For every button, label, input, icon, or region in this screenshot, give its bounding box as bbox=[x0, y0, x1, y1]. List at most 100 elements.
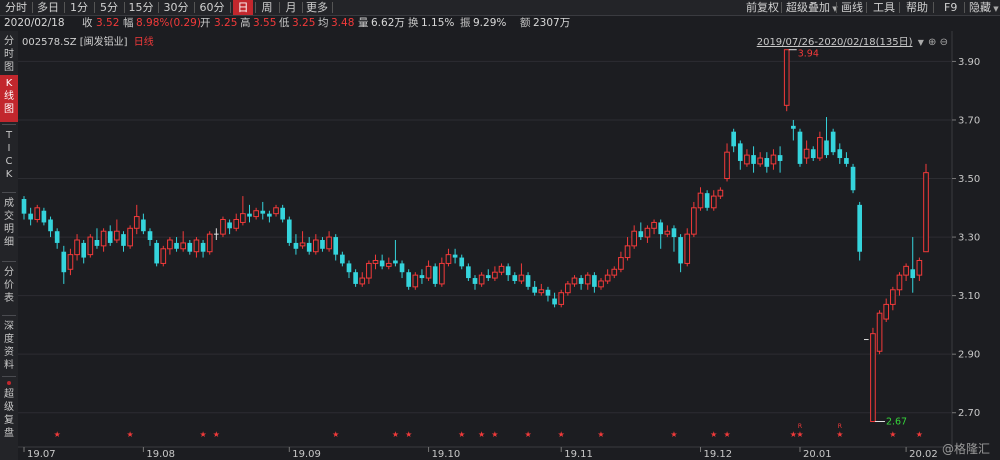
event-r-marker[interactable]: R bbox=[798, 423, 802, 430]
event-star-marker[interactable]: ★ bbox=[458, 430, 465, 439]
candle[interactable] bbox=[359, 272, 366, 287]
candle[interactable] bbox=[631, 225, 637, 249]
candle[interactable] bbox=[492, 266, 498, 281]
candle[interactable] bbox=[697, 187, 704, 211]
candle[interactable] bbox=[857, 201, 862, 261]
candle[interactable] bbox=[180, 231, 186, 252]
tab-duori[interactable]: 多日 bbox=[37, 1, 59, 14]
help-button[interactable]: 帮助 bbox=[906, 1, 928, 14]
candle[interactable] bbox=[671, 225, 677, 252]
candle[interactable] bbox=[903, 263, 909, 281]
candle[interactable] bbox=[107, 225, 113, 246]
candle[interactable] bbox=[220, 216, 226, 238]
candle[interactable] bbox=[240, 196, 246, 226]
candle[interactable] bbox=[757, 152, 764, 167]
event-star-marker[interactable]: ★ bbox=[670, 430, 677, 439]
candle[interactable] bbox=[803, 140, 810, 164]
candle[interactable] bbox=[412, 272, 419, 290]
candle[interactable] bbox=[478, 272, 485, 287]
candle[interactable] bbox=[876, 310, 883, 355]
candle[interactable] bbox=[253, 207, 259, 220]
event-star-marker[interactable]: ★ bbox=[889, 430, 896, 439]
event-star-marker[interactable]: ★ bbox=[199, 430, 206, 439]
candle[interactable] bbox=[751, 146, 756, 173]
candle[interactable] bbox=[896, 272, 903, 296]
date-range[interactable]: 2019/07/26-2020/02/18(135日) ▼ ⊕ ⊖ bbox=[757, 33, 948, 48]
candle[interactable] bbox=[910, 237, 916, 293]
candle[interactable] bbox=[200, 240, 206, 258]
candle[interactable] bbox=[127, 225, 133, 249]
candle[interactable] bbox=[21, 196, 27, 220]
sidebar-item-replay[interactable]: 超级复盘 bbox=[0, 388, 18, 440]
event-star-marker[interactable]: ★ bbox=[478, 430, 485, 439]
candle[interactable] bbox=[306, 237, 312, 255]
candle[interactable] bbox=[445, 248, 452, 267]
sidebar-item-depth[interactable]: 深度资料 bbox=[0, 320, 18, 372]
candle[interactable] bbox=[498, 263, 505, 276]
event-star-marker[interactable]: ★ bbox=[916, 430, 923, 439]
candle[interactable] bbox=[313, 234, 319, 255]
event-star-marker[interactable]: ★ bbox=[723, 430, 730, 439]
candle[interactable] bbox=[824, 117, 829, 159]
candle[interactable] bbox=[644, 225, 651, 243]
candle[interactable] bbox=[558, 289, 565, 308]
chevron-down-icon[interactable]: ▼ bbox=[917, 38, 924, 47]
tab-fenshi[interactable]: 分时 bbox=[5, 1, 27, 14]
candle[interactable] bbox=[684, 228, 691, 267]
hide-button[interactable]: 隐藏 ▼ bbox=[969, 0, 999, 15]
candle[interactable] bbox=[206, 231, 213, 255]
candle[interactable] bbox=[87, 234, 94, 258]
sidebar-item-trades[interactable]: 成交明细 bbox=[0, 197, 18, 249]
candle[interactable] bbox=[425, 260, 432, 281]
candle[interactable] bbox=[717, 187, 724, 200]
candle[interactable] bbox=[419, 269, 425, 284]
tab-1min[interactable]: 1分 bbox=[70, 1, 88, 14]
candle[interactable] bbox=[320, 237, 325, 252]
candle[interactable] bbox=[552, 292, 557, 308]
candle[interactable] bbox=[638, 222, 644, 240]
candle[interactable] bbox=[141, 213, 146, 235]
event-star-marker[interactable]: ★ bbox=[558, 430, 565, 439]
tab-more[interactable]: 更多 bbox=[306, 1, 328, 14]
candle[interactable] bbox=[604, 269, 611, 284]
candle[interactable] bbox=[777, 146, 783, 173]
event-star-marker[interactable]: ★ bbox=[392, 430, 399, 439]
candle[interactable] bbox=[372, 254, 379, 270]
candle[interactable] bbox=[737, 140, 743, 170]
candle[interactable] bbox=[830, 128, 836, 156]
candle[interactable] bbox=[452, 248, 458, 264]
candle[interactable] bbox=[193, 237, 200, 258]
event-star-marker[interactable]: ★ bbox=[127, 430, 134, 439]
candle[interactable] bbox=[485, 269, 491, 281]
tab-60min[interactable]: 60分 bbox=[199, 1, 225, 14]
candle[interactable] bbox=[154, 240, 159, 267]
candle[interactable] bbox=[34, 204, 41, 223]
event-star-marker[interactable]: ★ bbox=[790, 430, 797, 439]
candle[interactable] bbox=[333, 234, 339, 261]
tab-15min[interactable]: 15分 bbox=[128, 1, 154, 14]
candle[interactable] bbox=[174, 237, 179, 252]
candle[interactable] bbox=[346, 260, 352, 279]
candle[interactable] bbox=[94, 228, 100, 249]
candle[interactable] bbox=[353, 269, 358, 287]
event-star-marker[interactable]: ★ bbox=[54, 430, 61, 439]
candle[interactable] bbox=[890, 286, 896, 311]
candle[interactable] bbox=[399, 260, 405, 279]
candle[interactable] bbox=[459, 254, 465, 270]
candle[interactable] bbox=[28, 207, 33, 226]
event-star-marker[interactable]: ★ bbox=[213, 430, 220, 439]
event-star-marker[interactable]: ★ bbox=[796, 430, 803, 439]
zoom-out-icon[interactable]: ⊖ bbox=[939, 37, 948, 48]
candle[interactable] bbox=[571, 275, 578, 287]
candle[interactable] bbox=[584, 272, 591, 290]
candle[interactable] bbox=[121, 231, 126, 252]
candle[interactable] bbox=[326, 231, 332, 252]
candle[interactable] bbox=[545, 286, 551, 302]
candle[interactable] bbox=[147, 228, 153, 246]
candle[interactable] bbox=[565, 280, 571, 296]
candle[interactable] bbox=[439, 257, 445, 287]
candle[interactable] bbox=[260, 201, 266, 220]
